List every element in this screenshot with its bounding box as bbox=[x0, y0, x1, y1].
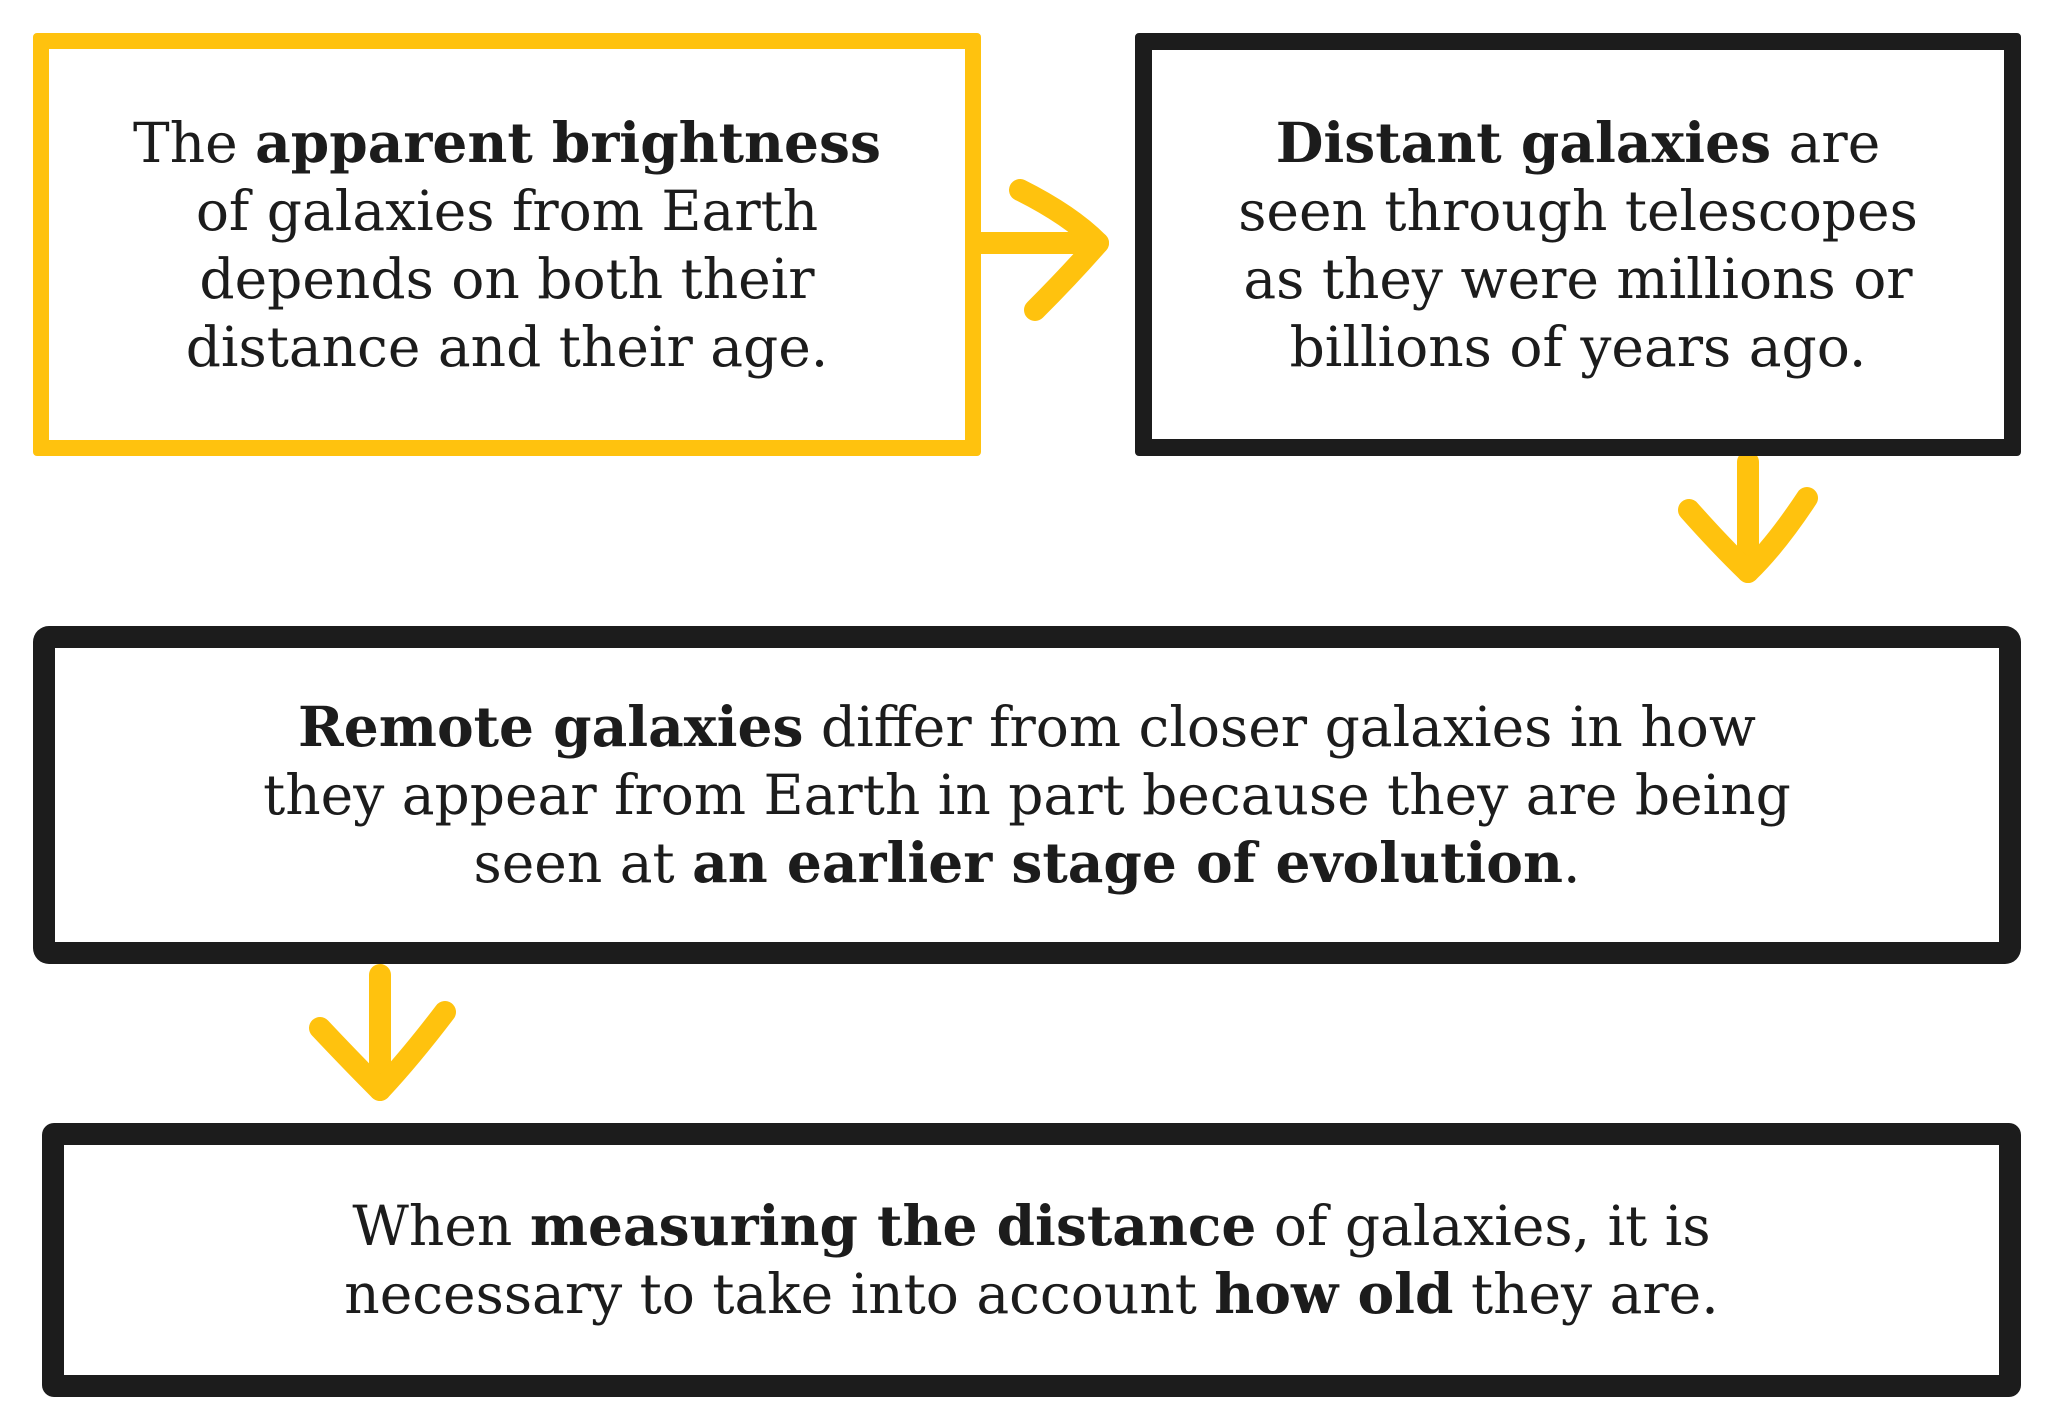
text-line: seen through telescopes bbox=[1238, 177, 1918, 245]
emphasis-text: measuring the distance bbox=[529, 1193, 1257, 1258]
plain-text: depends on both their bbox=[199, 246, 815, 311]
emphasis-text: Remote galaxies bbox=[298, 694, 804, 759]
text-line: seen at an earlier stage of evolution. bbox=[263, 829, 1791, 897]
emphasis-text: how old bbox=[1214, 1261, 1454, 1326]
plain-text: they are. bbox=[1453, 1262, 1719, 1326]
text-line: of galaxies from Earth bbox=[133, 177, 881, 245]
plain-text: . bbox=[1562, 831, 1581, 895]
text-line: as they were millions or bbox=[1238, 245, 1918, 313]
text-line: depends on both their bbox=[133, 245, 881, 313]
step-box-distant-galaxies: Distant galaxies are seen through telesco… bbox=[1135, 33, 2021, 456]
plain-text: are bbox=[1771, 110, 1881, 175]
plain-text: distance and their age. bbox=[185, 314, 829, 379]
emphasis-text: Distant galaxies bbox=[1275, 109, 1772, 175]
plain-text: they appear from Earth in part because t… bbox=[263, 763, 1791, 827]
text-line: The apparent brightness bbox=[133, 109, 881, 177]
emphasis-text: apparent brightness bbox=[255, 109, 881, 175]
arrow-down-icon bbox=[309, 964, 456, 1101]
plain-text: of galaxies from Earth bbox=[195, 178, 819, 243]
plain-text: seen through telescopes bbox=[1238, 178, 1918, 243]
plain-text: When bbox=[352, 1194, 530, 1258]
plain-text: billions of years ago. bbox=[1289, 314, 1867, 379]
step-text: Remote galaxies differ from closer galax… bbox=[263, 693, 1791, 897]
plain-text: of galaxies, it is bbox=[1256, 1194, 1711, 1258]
emphasis-text: an earlier stage of evolution bbox=[692, 830, 1563, 895]
step-text: The apparent brightness of galaxies from … bbox=[133, 109, 881, 381]
plain-text: necessary to take into account bbox=[344, 1262, 1215, 1326]
step-text: When measuring the distance of galaxies,… bbox=[344, 1192, 1718, 1328]
text-line: billions of years ago. bbox=[1238, 313, 1918, 381]
text-line: Remote galaxies differ from closer galax… bbox=[263, 693, 1791, 761]
text-line: distance and their age. bbox=[133, 313, 881, 381]
step-box-measuring-distance: When measuring the distance of galaxies,… bbox=[42, 1123, 2021, 1397]
text-line: Distant galaxies are bbox=[1238, 109, 1918, 177]
step-text: Distant galaxies are seen through telesco… bbox=[1238, 109, 1918, 381]
arrow-down-icon bbox=[1678, 451, 1818, 583]
step-box-apparent-brightness: The apparent brightness of galaxies from … bbox=[33, 33, 981, 456]
plain-text: seen at bbox=[473, 831, 693, 895]
step-box-remote-galaxies: Remote galaxies differ from closer galax… bbox=[33, 626, 2021, 964]
arrow-right-icon bbox=[967, 179, 1109, 321]
text-line: they appear from Earth in part because t… bbox=[263, 761, 1791, 829]
text-line: When measuring the distance of galaxies,… bbox=[344, 1192, 1718, 1260]
plain-text: as they were millions or bbox=[1243, 246, 1913, 311]
text-line: necessary to take into account how old t… bbox=[344, 1260, 1718, 1328]
plain-text: differ from closer galaxies in how bbox=[803, 695, 1756, 759]
plain-text: The bbox=[133, 110, 256, 175]
